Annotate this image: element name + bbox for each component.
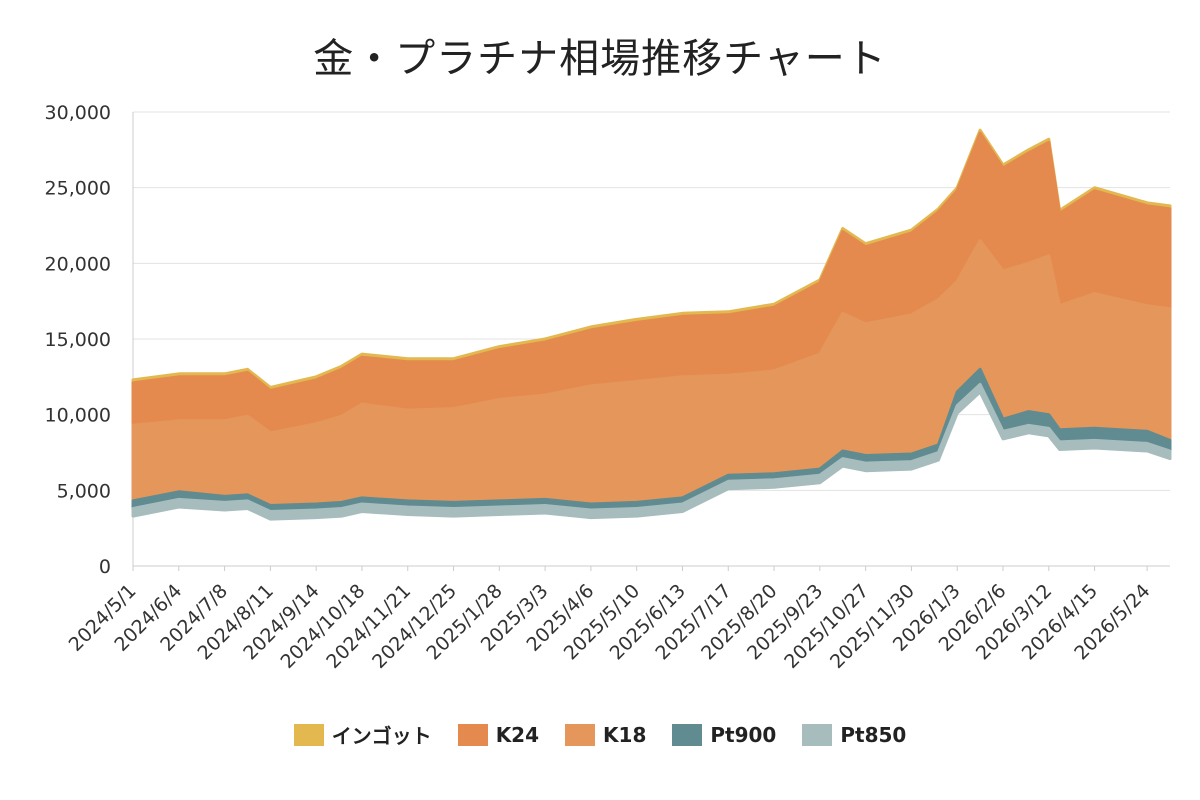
legend-swatch — [293, 723, 324, 746]
legend-swatch — [457, 723, 488, 746]
legend-label: Pt900 — [710, 722, 777, 747]
legend-label: K24 — [495, 722, 540, 747]
chart-legend: インゴット K24 K18 Pt900 Pt850 — [0, 720, 1200, 749]
legend-label: K18 — [603, 722, 647, 747]
y-tick-label: 15,000 — [45, 329, 111, 351]
y-tick-label: 10,000 — [45, 405, 111, 427]
area-layer — [131, 128, 1172, 521]
legend-item[interactable]: Pt900 — [672, 723, 776, 747]
y-tick-label: 30,000 — [45, 102, 111, 124]
y-tick-label: 20,000 — [45, 253, 111, 275]
legend-item[interactable]: Pt850 — [802, 723, 906, 747]
y-tick-label: 5,000 — [57, 480, 111, 502]
legend-swatch — [565, 723, 596, 746]
legend-item[interactable]: K18 — [565, 723, 646, 747]
legend-item[interactable]: K24 — [457, 722, 540, 747]
series-area-5 — [131, 382, 1172, 521]
legend-label: インゴット — [331, 724, 432, 748]
legend-item[interactable]: インゴット — [293, 720, 432, 749]
chart-title: 金・プラチナ相場推移チャート — [313, 36, 887, 82]
legend-label: Pt850 — [840, 722, 907, 747]
legend-swatch — [672, 723, 703, 746]
y-tick-label: 25,000 — [45, 178, 111, 200]
y-tick-label: 0 — [99, 556, 111, 578]
legend-swatch — [802, 723, 833, 746]
